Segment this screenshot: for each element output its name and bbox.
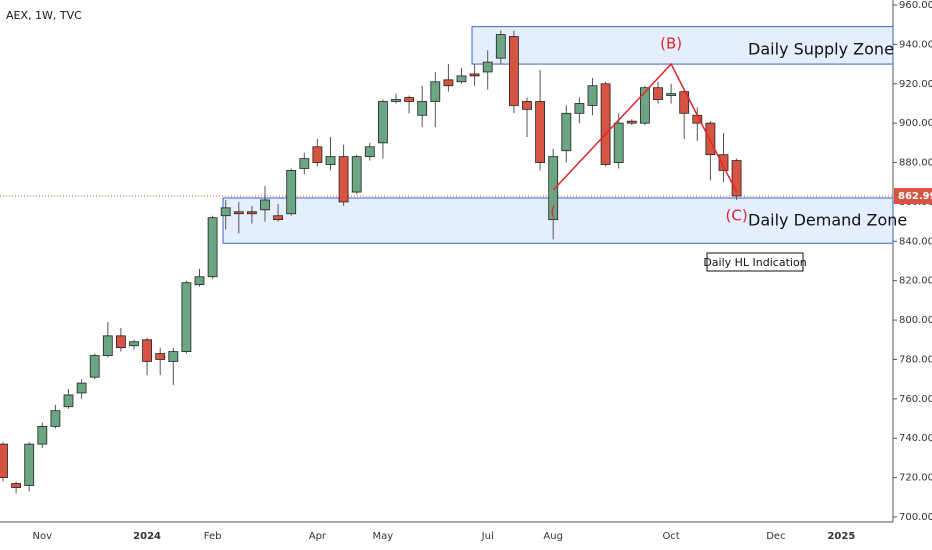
zone-label: Daily Supply Zone	[748, 40, 894, 59]
last-price-box	[894, 188, 932, 205]
y-tick-label: 780.00	[899, 354, 932, 365]
x-tick-label: 2025	[827, 531, 855, 542]
candle-body	[391, 99, 401, 102]
y-tick-label: 700.00	[899, 512, 932, 523]
candle-body	[89, 355, 100, 378]
x-tick-label: May	[373, 531, 394, 542]
y-tick-label: 920.00	[899, 79, 932, 90]
candle-body	[246, 211, 257, 215]
zone-label: Daily Demand Zone	[748, 211, 907, 230]
candle-body	[364, 146, 375, 158]
candle-body	[613, 122, 624, 163]
y-tick-label: 740.00	[899, 433, 932, 444]
y-tick-label: 960.00	[899, 0, 932, 11]
x-tick-label: Nov	[33, 531, 53, 542]
x-tick-label: Dec	[766, 531, 785, 542]
candle-body	[666, 93, 676, 96]
candle-body	[469, 73, 480, 77]
candle-body	[325, 156, 336, 165]
zone	[471, 26, 894, 65]
candle-body	[626, 120, 637, 124]
candle-body	[377, 101, 388, 144]
candle-body	[430, 81, 441, 102]
x-tick-label: Oct	[662, 531, 679, 542]
candle-body	[443, 79, 454, 87]
candle-body	[456, 75, 467, 83]
candle-body	[731, 160, 742, 197]
candle-body	[600, 83, 611, 165]
y-tick-label: 840.00	[899, 236, 932, 247]
candle-body	[351, 156, 362, 193]
candle-body	[587, 85, 598, 106]
chart-title: AEX, 1W, TVC	[6, 9, 82, 22]
x-tick-label: 2024	[133, 531, 161, 542]
candle-body	[705, 122, 716, 156]
candle-body	[233, 211, 244, 215]
candle-body	[404, 97, 415, 102]
candle-body	[50, 410, 61, 427]
x-tick-label: Apr	[309, 531, 327, 542]
x-tick-label: Jul	[481, 531, 494, 542]
candle-body	[640, 87, 650, 124]
candle-body	[63, 394, 74, 408]
candle-body	[312, 146, 323, 163]
note-box	[706, 252, 804, 272]
candle-body	[522, 101, 532, 110]
candle-body	[679, 91, 690, 114]
candle-body	[535, 101, 545, 163]
candle-body	[194, 276, 205, 286]
note: Daily HL Indication	[703, 256, 806, 269]
candle-body	[482, 61, 493, 73]
candle-body	[168, 351, 179, 362]
y-tick-label: 940.00	[899, 39, 932, 50]
candle-body	[129, 341, 139, 347]
candle-body	[653, 87, 663, 100]
y-tick-label: 900.00	[899, 118, 932, 129]
candle-body	[548, 156, 559, 221]
candle-body	[76, 382, 87, 394]
candle-body	[286, 170, 297, 215]
last-price-label: 862.99	[898, 191, 932, 202]
y-tick-label: 820.00	[899, 276, 932, 287]
y-tick-label: 760.00	[899, 394, 932, 405]
x-tick-label: Aug	[543, 531, 563, 542]
candle-body	[11, 483, 22, 488]
candle-body	[574, 103, 585, 114]
candle-body	[207, 217, 218, 278]
pattern-label: (	[550, 203, 556, 221]
candle-body	[273, 215, 284, 221]
pattern-label: (B)	[660, 35, 682, 53]
candle-body	[718, 154, 729, 171]
candle-body	[495, 34, 506, 59]
candle-body	[155, 353, 166, 360]
candle-body	[260, 199, 270, 211]
candle-body	[37, 426, 48, 445]
y-tick-label: 720.00	[899, 473, 932, 484]
candle-body	[102, 335, 113, 356]
candle-body	[220, 207, 231, 217]
candle-body	[24, 443, 35, 486]
y-tick-label: 880.00	[899, 158, 932, 169]
y-tick-label: 800.00	[899, 315, 932, 326]
candle-body	[116, 335, 126, 349]
candle-body	[417, 101, 428, 116]
candle-body	[561, 112, 572, 152]
pattern-label: (C)	[726, 207, 748, 225]
pattern-line	[552, 62, 738, 193]
candle-body	[338, 156, 349, 203]
candle-body	[508, 36, 519, 106]
candle-body	[181, 282, 192, 352]
candle-body	[0, 443, 8, 479]
candle-body	[142, 339, 153, 362]
candle-body	[299, 158, 310, 169]
x-tick-label: Feb	[204, 531, 222, 542]
